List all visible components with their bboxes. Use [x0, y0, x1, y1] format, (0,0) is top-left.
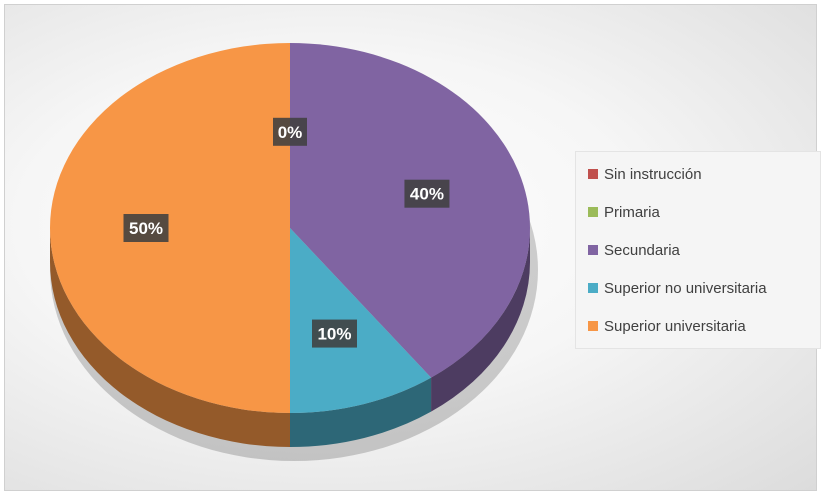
data-label-4: 50%: [129, 219, 163, 238]
data-label-3: 10%: [317, 325, 351, 344]
pie-side-3: [290, 377, 432, 447]
data-label-box-4: [123, 214, 169, 242]
data-label-2: 40%: [410, 185, 444, 204]
legend-swatch: [588, 283, 598, 293]
data-label-box-0: [273, 117, 307, 146]
data-label-box-2: [404, 179, 450, 208]
legend-label: Sin instrucción: [604, 165, 702, 183]
pie-slice-3: [290, 228, 432, 413]
legend-label: Superior no universitaria: [604, 279, 767, 297]
legend-item-secundaria: Secundaria: [588, 238, 680, 262]
pie-slice-2: [290, 43, 531, 378]
legend-label: Superior universitaria: [604, 317, 746, 335]
data-label-box-3: [311, 319, 357, 348]
legend-item-primaria: Primaria: [588, 200, 660, 224]
legend-swatch: [588, 207, 598, 217]
legend-item-superior-universitaria: Superior universitaria: [588, 314, 746, 338]
legend-label: Primaria: [604, 203, 660, 221]
legend-swatch: [588, 321, 598, 331]
legend-swatch: [588, 245, 598, 255]
pie-slice-4: [50, 43, 290, 413]
pie-side-4: [50, 228, 290, 447]
legend-label: Secundaria: [604, 241, 680, 259]
legend-swatch: [588, 169, 598, 179]
pie-side-2: [431, 228, 530, 412]
data-label-0: 0%: [278, 123, 303, 142]
legend-item-superior-no-universitaria: Superior no universitaria: [588, 276, 767, 300]
chart-legend: Sin instrucción Primaria Secundaria Supe…: [575, 151, 821, 349]
legend-item-sin-instruccion: Sin instrucción: [588, 162, 702, 186]
